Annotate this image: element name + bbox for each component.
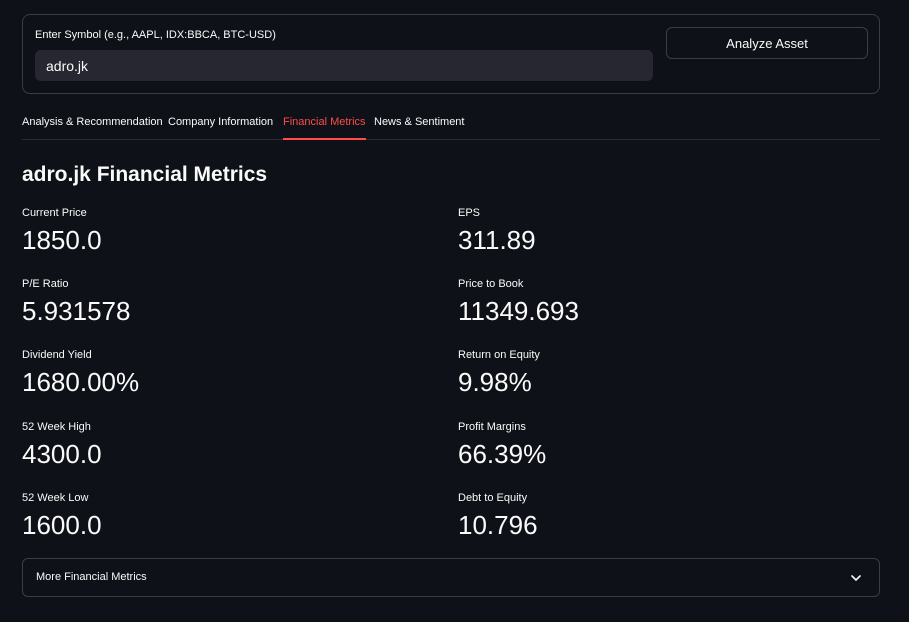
metric-label: Profit Margins	[458, 421, 526, 433]
metric-52-week-low: 52 Week Low 1600.0	[22, 490, 442, 540]
metric-profit-margins: Profit Margins 66.39%	[458, 419, 878, 469]
expander-label: More Financial Metrics	[36, 571, 147, 583]
analyze-asset-button[interactable]: Analyze Asset	[666, 27, 868, 59]
tab-financial-metrics[interactable]: Financial Metrics	[283, 108, 366, 140]
metric-label: Dividend Yield	[22, 349, 92, 361]
metric-label: P/E Ratio	[22, 278, 69, 290]
symbol-form: Enter Symbol (e.g., AAPL, IDX:BBCA, BTC-…	[22, 14, 880, 94]
metric-current-price: Current Price 1850.0	[22, 205, 442, 255]
metric-value: 1850.0	[22, 225, 102, 255]
metric-label: Current Price	[22, 207, 87, 219]
metric-value: 11349.693	[458, 296, 579, 326]
metric-value: 1600.0	[22, 510, 102, 540]
metric-52-week-high: 52 Week High 4300.0	[22, 419, 442, 469]
more-financial-metrics-expander[interactable]: More Financial Metrics	[22, 558, 880, 597]
metric-value: 66.39%	[458, 439, 547, 469]
metric-value: 9.98%	[458, 367, 532, 397]
metric-value: 10.796	[458, 510, 538, 540]
tab-news-sentiment[interactable]: News & Sentiment	[374, 116, 465, 128]
metric-debt-to-equity: Debt to Equity 10.796	[458, 490, 878, 540]
page-title: adro.jk Financial Metrics	[22, 163, 268, 186]
tab-bar: Analysis & Recommendation Company Inform…	[22, 108, 880, 140]
metric-dividend-yield: Dividend Yield 1680.00%	[22, 347, 442, 397]
metric-value: 1680.00%	[22, 367, 140, 397]
symbol-input[interactable]	[35, 50, 653, 81]
metric-value: 4300.0	[22, 439, 102, 469]
metric-value: 311.89	[458, 225, 536, 255]
metric-label: EPS	[458, 207, 481, 219]
metric-value: 5.931578	[22, 296, 131, 326]
metric-label: Price to Book	[458, 278, 524, 290]
symbol-label: Enter Symbol (e.g., AAPL, IDX:BBCA, BTC-…	[35, 29, 276, 41]
metric-price-to-book: Price to Book 11349.693	[458, 276, 878, 326]
metric-label: Debt to Equity	[458, 492, 528, 504]
metric-label: Return on Equity	[458, 349, 540, 361]
chevron-down-icon[interactable]	[849, 571, 863, 585]
tab-analysis-recommendation[interactable]: Analysis & Recommendation	[22, 116, 163, 128]
tab-company-information[interactable]: Company Information	[168, 116, 274, 128]
metric-eps: EPS 311.89	[458, 205, 878, 255]
metric-pe-ratio: P/E Ratio 5.931578	[22, 276, 442, 326]
metric-return-on-equity: Return on Equity 9.98%	[458, 347, 878, 397]
metric-label: 52 Week High	[22, 421, 91, 433]
metric-label: 52 Week Low	[22, 492, 89, 504]
